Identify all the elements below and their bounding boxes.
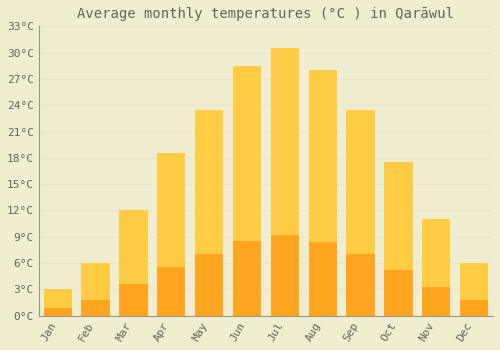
Bar: [233, 66, 261, 241]
Bar: [119, 210, 148, 284]
Bar: [270, 236, 299, 316]
Bar: [119, 284, 148, 316]
Bar: [82, 263, 110, 300]
Title: Average monthly temperatures (°C ) in Qarāwul: Average monthly temperatures (°C ) in Qa…: [78, 7, 454, 21]
Bar: [270, 48, 299, 236]
Bar: [82, 300, 110, 316]
Bar: [157, 153, 186, 267]
Bar: [44, 289, 72, 308]
Bar: [384, 162, 412, 270]
Bar: [233, 241, 261, 316]
Bar: [460, 263, 488, 300]
Bar: [195, 110, 224, 254]
Bar: [308, 242, 337, 316]
Bar: [44, 308, 72, 316]
Bar: [346, 110, 375, 254]
Bar: [157, 267, 186, 316]
Bar: [195, 254, 224, 316]
Bar: [422, 287, 450, 316]
Bar: [346, 254, 375, 316]
Bar: [422, 219, 450, 287]
Bar: [384, 270, 412, 316]
Bar: [460, 300, 488, 316]
Bar: [308, 70, 337, 242]
